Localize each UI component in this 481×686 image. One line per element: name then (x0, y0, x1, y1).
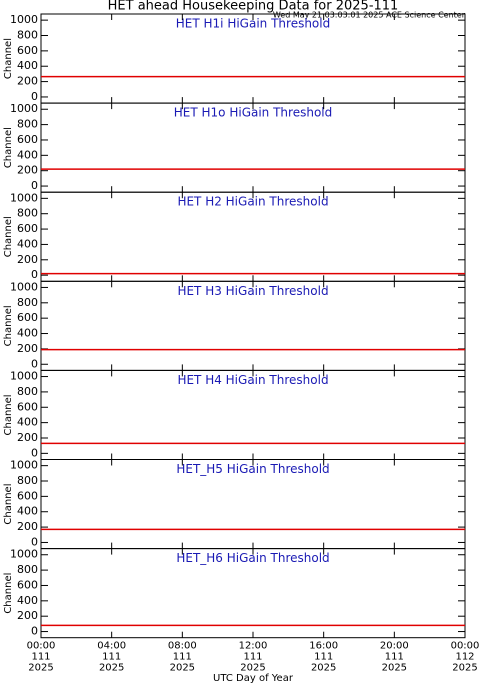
y-tick-label: 200 (17, 342, 38, 355)
panel-title: HET H1i HiGain Threshold (176, 17, 330, 31)
panel-title: HET H1o HiGain Threshold (174, 106, 332, 120)
y-tick-label: 1000 (10, 280, 38, 293)
x-tick-label: 08:00 (168, 641, 197, 652)
y-tick-label: 200 (17, 253, 38, 266)
y-tick-label: 0 (31, 179, 38, 192)
y-tick-label: 800 (17, 385, 38, 398)
x-tick-label: 111 (173, 652, 192, 663)
x-tick-label: 2025 (311, 663, 336, 674)
y-tick-label: 0 (31, 268, 38, 281)
x-tick-label: 00:00 (27, 641, 56, 652)
y-tick-label: 800 (17, 118, 38, 131)
x-tick-label: 00:00 (451, 641, 480, 652)
x-tick-label: 12:00 (239, 641, 268, 652)
y-tick-label: 0 (31, 446, 38, 459)
y-tick-label: 600 (17, 578, 38, 591)
panel-title: HET H3 HiGain Threshold (177, 284, 328, 298)
y-tick-label: 600 (17, 400, 38, 413)
panel-title: HET_H6 HiGain Threshold (176, 551, 329, 565)
x-tick-label: 2025 (99, 663, 124, 674)
y-tick-label: 1000 (10, 370, 38, 383)
x-axis-label: UTC Day of Year (213, 673, 294, 684)
y-tick-label: 1000 (10, 191, 38, 204)
y-axis-label: Channel (3, 38, 14, 79)
y-tick-label: 600 (17, 133, 38, 146)
y-tick-label: 800 (17, 29, 38, 42)
y-tick-label: 400 (17, 594, 38, 607)
page-subtitle: Wed May 21 03:03:01 2025 ACE Science Cen… (273, 11, 466, 20)
y-tick-label: 600 (17, 489, 38, 502)
x-tick-label: 2025 (240, 663, 265, 674)
y-tick-label: 200 (17, 609, 38, 622)
x-tick-label: 2025 (170, 663, 195, 674)
y-tick-label: 400 (17, 327, 38, 340)
y-tick-label: 400 (17, 505, 38, 518)
panel-title: HET_H5 HiGain Threshold (176, 462, 329, 476)
y-tick-label: 0 (31, 357, 38, 370)
y-tick-label: 400 (17, 59, 38, 72)
y-tick-label: 200 (17, 75, 38, 88)
y-axis-label: Channel (3, 394, 14, 435)
y-tick-label: 1000 (10, 102, 38, 115)
y-tick-label: 1000 (10, 459, 38, 472)
y-axis-label: Channel (3, 484, 14, 525)
x-tick-label: 111 (102, 652, 121, 663)
x-tick-label: 112 (455, 652, 474, 663)
y-tick-label: 200 (17, 164, 38, 177)
y-tick-label: 800 (17, 296, 38, 309)
y-tick-label: 600 (17, 311, 38, 324)
y-tick-label: 200 (17, 431, 38, 444)
x-tick-label: 111 (314, 652, 333, 663)
y-tick-label: 600 (17, 222, 38, 235)
y-tick-label: 400 (17, 237, 38, 250)
x-tick-label: 111 (385, 652, 404, 663)
page-title: HET ahead Housekeeping Data for 2025-111 (108, 0, 399, 14)
x-tick-label: 2025 (452, 663, 477, 674)
x-tick-label: 111 (243, 652, 262, 663)
y-axis-label: Channel (3, 305, 14, 346)
y-tick-label: 600 (17, 44, 38, 57)
x-tick-label: 20:00 (380, 641, 409, 652)
y-tick-label: 0 (31, 90, 38, 103)
y-tick-label: 1000 (10, 13, 38, 26)
x-tick-label: 111 (31, 652, 50, 663)
y-axis-label: Channel (3, 127, 14, 168)
panel-title: HET H2 HiGain Threshold (177, 195, 328, 209)
panel-title: HET H4 HiGain Threshold (177, 373, 328, 387)
y-axis-label: Channel (3, 216, 14, 257)
y-tick-label: 400 (17, 416, 38, 429)
y-tick-label: 800 (17, 207, 38, 220)
y-tick-label: 800 (17, 474, 38, 487)
y-tick-label: 800 (17, 563, 38, 576)
y-tick-label: 400 (17, 148, 38, 161)
x-tick-label: 16:00 (309, 641, 338, 652)
y-tick-label: 0 (31, 535, 38, 548)
y-axis-label: Channel (3, 573, 14, 614)
y-tick-label: 0 (31, 625, 38, 638)
x-tick-label: 2025 (382, 663, 407, 674)
y-tick-label: 200 (17, 520, 38, 533)
y-tick-label: 1000 (10, 548, 38, 561)
x-tick-label: 04:00 (97, 641, 126, 652)
x-tick-label: 2025 (28, 663, 53, 674)
